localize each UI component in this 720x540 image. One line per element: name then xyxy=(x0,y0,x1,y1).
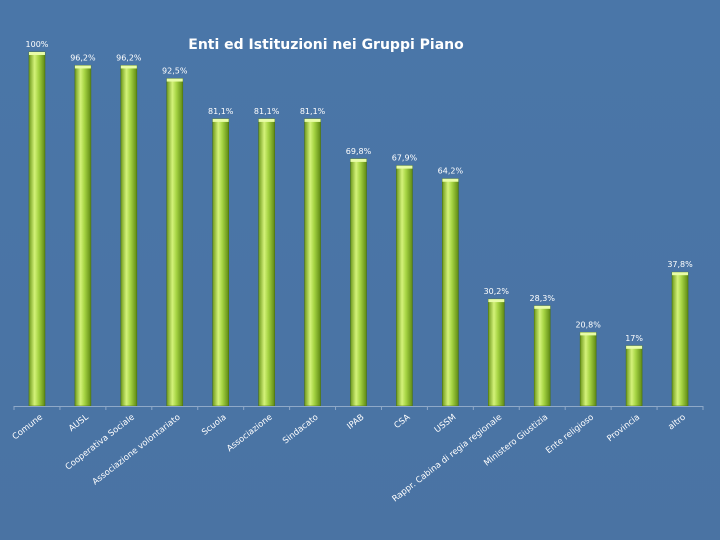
x-tick-label-14: altro xyxy=(666,412,687,432)
bar-11 xyxy=(533,305,551,407)
x-tick-label-13: Provincia xyxy=(605,412,642,444)
x-tick-label-5: Associazione xyxy=(225,412,274,454)
bar-1 xyxy=(74,65,92,407)
bar-cap-8 xyxy=(396,165,413,169)
bar-12 xyxy=(579,332,597,407)
data-label-11: 28,3% xyxy=(530,294,556,303)
bar-8 xyxy=(396,165,413,407)
x-tick-label-6: Sindacato xyxy=(281,412,320,446)
bar-10 xyxy=(487,298,505,407)
bar-cap-3 xyxy=(166,78,183,82)
data-label-12: 20,8% xyxy=(575,320,601,329)
bar-5 xyxy=(258,118,275,407)
bar-7 xyxy=(350,158,367,407)
bar-3 xyxy=(166,78,184,407)
bar-cap-4 xyxy=(212,118,229,122)
bar-14 xyxy=(671,271,689,407)
x-tick-label-0: Comune xyxy=(11,412,45,442)
data-label-0: 100% xyxy=(26,40,49,49)
data-label-1: 96,2% xyxy=(70,53,96,62)
data-label-7: 69,8% xyxy=(346,147,372,156)
data-label-10: 30,2% xyxy=(484,287,510,296)
bar-cap-6 xyxy=(304,118,321,122)
bar-cap-11 xyxy=(534,305,551,309)
data-label-4: 81,1% xyxy=(208,107,234,116)
data-label-8: 67,9% xyxy=(392,154,418,163)
bar-9 xyxy=(442,178,459,407)
bar-4 xyxy=(212,118,229,407)
bar-cap-5 xyxy=(258,118,275,122)
bar-cap-9 xyxy=(442,178,459,182)
data-label-5: 81,1% xyxy=(254,107,280,116)
bar-cap-13 xyxy=(626,345,643,349)
x-tick-label-12: Ente religioso xyxy=(544,412,596,456)
value-labels-group: 100% 96,2% 96,2% 92,5% 81,1% 81,1% 81,1% 69,8% 6… xyxy=(26,40,694,343)
data-label-13: 17% xyxy=(625,334,643,343)
bar-cap-2 xyxy=(120,65,137,69)
data-label-2: 96,2% xyxy=(116,53,142,62)
x-tick-label-1: AUSL xyxy=(67,412,91,434)
data-label-14: 37,8% xyxy=(667,260,693,269)
bar-cap-12 xyxy=(580,332,597,336)
bar-cap-1 xyxy=(74,65,91,69)
x-tick-label-4: Scuola xyxy=(200,412,228,437)
x-ticks-group xyxy=(13,406,704,410)
bars-group xyxy=(28,51,689,407)
bar-cap-0 xyxy=(28,52,45,55)
data-label-9: 64,2% xyxy=(438,167,464,176)
bar-cap-10 xyxy=(488,299,505,303)
x-tick-label-9: USSM xyxy=(433,412,458,435)
x-tick-label-3: Associazione volontariato xyxy=(91,412,183,487)
chart-title: Enti ed Istituzioni nei Gruppi Piano xyxy=(188,37,464,53)
bar-cap-7 xyxy=(350,158,367,162)
bar-13 xyxy=(625,345,643,407)
bar-0 xyxy=(28,51,46,407)
data-label-3: 92,5% xyxy=(162,67,188,76)
bar-cap-14 xyxy=(672,272,689,276)
bar-2 xyxy=(120,65,138,407)
x-tick-label-7: IPAB xyxy=(345,412,366,432)
bar-6 xyxy=(304,118,321,407)
x-tick-label-8: CSA xyxy=(392,412,412,431)
data-label-6: 81,1% xyxy=(300,107,326,116)
